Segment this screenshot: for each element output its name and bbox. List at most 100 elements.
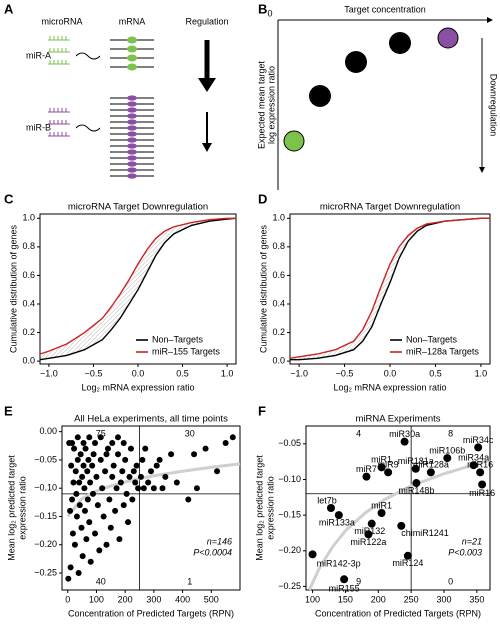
x-tick-label: −0.5 <box>336 368 354 378</box>
quadrant-count: 0 <box>448 576 453 586</box>
point-label: miR34a <box>458 453 489 463</box>
y-tick-label: 0.6 <box>22 270 35 280</box>
point <box>377 508 386 517</box>
plot-frame <box>305 425 491 591</box>
point <box>65 575 72 582</box>
y-tick-label: 1.0 <box>22 213 35 223</box>
point <box>87 479 94 486</box>
panel-letter: C <box>4 191 14 206</box>
legend-box <box>134 332 232 360</box>
point-label: miR122a <box>350 537 386 547</box>
point <box>117 479 124 486</box>
ribosome <box>127 45 137 53</box>
y-tick-label: −0.20 <box>278 545 301 555</box>
arrow-label: Downregulation <box>489 74 499 137</box>
ribosome <box>127 125 137 131</box>
origin-label: 0 <box>267 8 272 18</box>
point <box>84 496 91 503</box>
point-label: miR106b <box>429 445 465 455</box>
point-label: miR128a <box>413 460 449 470</box>
point <box>384 468 393 477</box>
ribosome <box>127 173 137 179</box>
point <box>84 468 91 475</box>
point <box>443 454 452 463</box>
ribosome <box>127 167 137 173</box>
annotation: n=146 <box>207 536 232 546</box>
legend-label: miR–155 Targets <box>152 346 220 356</box>
y-tick-label: 0.2 <box>22 327 35 337</box>
x-tick-label: 100 <box>305 594 320 604</box>
dot <box>389 32 411 54</box>
point-label: miR16 <box>469 488 495 498</box>
point <box>68 462 75 469</box>
point <box>86 434 93 441</box>
x-tick-label: 200 <box>118 594 133 604</box>
ribosome <box>127 54 137 62</box>
quadrant-count: 75 <box>96 428 106 438</box>
point <box>145 479 152 486</box>
microrna-icon <box>48 132 70 137</box>
cdf-line <box>39 217 237 361</box>
y-axis-label: Mean log₂ predicted target <box>254 455 264 561</box>
y-axis-label: Expected mean target <box>256 60 266 149</box>
y-tick-label: −0.05 <box>34 454 57 464</box>
ribosome <box>127 119 137 125</box>
y-tick-label: −0.15 <box>278 510 301 520</box>
point <box>86 519 93 526</box>
point <box>229 434 236 441</box>
legend-label: Non–Targets <box>152 334 204 344</box>
point <box>150 485 157 492</box>
x-tick-label: 0.0 <box>132 368 145 378</box>
point <box>119 468 126 475</box>
y-tick-label: 0.8 <box>22 241 35 251</box>
point <box>69 439 76 446</box>
point-label: miR1 <box>371 455 392 465</box>
point <box>148 468 154 475</box>
dot <box>437 27 459 49</box>
point <box>362 472 371 481</box>
x-tick-label: 0.5 <box>176 368 189 378</box>
point <box>400 437 409 446</box>
y-axis-label: expression ratio <box>265 476 275 540</box>
ribosome <box>127 95 137 101</box>
x-tick-label: 300 <box>436 594 451 604</box>
x-tick-label: 1.0 <box>221 368 234 378</box>
quadrant-count: 8 <box>448 428 453 438</box>
point <box>104 445 111 452</box>
point <box>83 536 90 543</box>
point <box>127 445 134 452</box>
point <box>87 558 94 565</box>
point <box>156 456 163 463</box>
point <box>73 490 80 497</box>
point <box>96 547 103 554</box>
point <box>126 473 133 480</box>
x-tick-label: 0.5 <box>429 368 442 378</box>
x-tick-label: 100 <box>89 594 104 604</box>
dot <box>309 85 331 107</box>
point-label: chimiR1241 <box>401 528 449 538</box>
ribosome <box>127 131 137 137</box>
point-label: miR16 <box>467 460 493 470</box>
ribosome <box>127 143 137 149</box>
x-tick-label: 1.0 <box>475 368 488 378</box>
point <box>476 468 485 477</box>
dot <box>345 51 367 73</box>
panel-letter: E <box>4 403 13 418</box>
point <box>71 541 78 548</box>
point <box>403 551 412 560</box>
point <box>106 496 113 503</box>
x-tick-label: 400 <box>175 594 190 604</box>
point <box>97 456 104 463</box>
ribosome <box>127 149 137 155</box>
point <box>132 479 139 486</box>
point <box>140 485 147 492</box>
point <box>74 456 81 463</box>
point <box>90 451 97 458</box>
microrna-icon <box>48 48 70 53</box>
point <box>116 536 123 543</box>
point <box>97 434 104 441</box>
y-tick-label: 0.4 <box>272 298 285 308</box>
microrna-icon <box>48 120 70 125</box>
ribosome <box>127 36 137 44</box>
point-label: miR142-3p <box>317 559 361 569</box>
